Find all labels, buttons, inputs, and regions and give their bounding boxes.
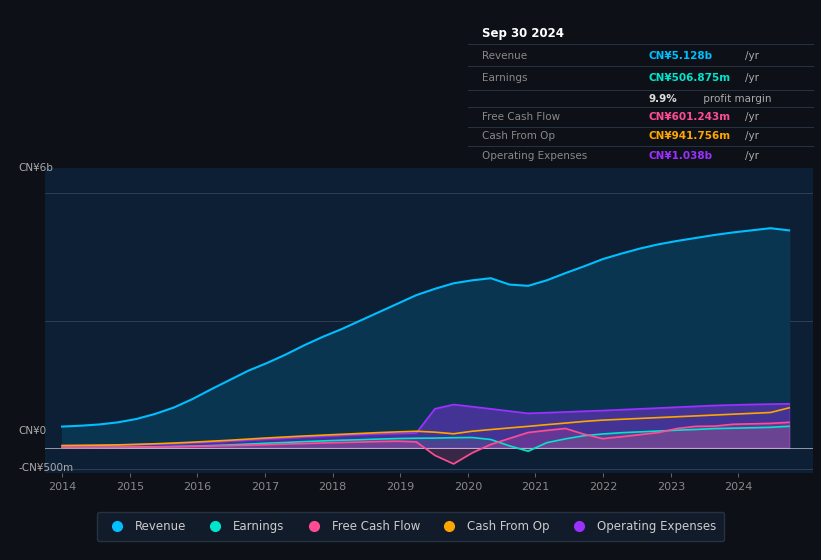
Text: CN¥1.038b: CN¥1.038b (648, 151, 713, 161)
Text: CN¥941.756m: CN¥941.756m (648, 132, 730, 142)
Text: Operating Expenses: Operating Expenses (482, 151, 587, 161)
Text: Free Cash Flow: Free Cash Flow (482, 112, 560, 122)
Legend: Revenue, Earnings, Free Cash Flow, Cash From Op, Operating Expenses: Revenue, Earnings, Free Cash Flow, Cash … (97, 512, 724, 541)
Text: profit margin: profit margin (700, 94, 772, 104)
Text: /yr: /yr (745, 151, 759, 161)
Text: CN¥0: CN¥0 (18, 426, 46, 436)
Text: CN¥6b: CN¥6b (18, 163, 53, 173)
Text: Sep 30 2024: Sep 30 2024 (482, 27, 564, 40)
Text: /yr: /yr (745, 52, 759, 61)
Text: Earnings: Earnings (482, 73, 527, 83)
Text: CN¥506.875m: CN¥506.875m (648, 73, 730, 83)
Text: -CN¥500m: -CN¥500m (18, 463, 73, 473)
Text: CN¥5.128b: CN¥5.128b (648, 52, 713, 61)
Text: Cash From Op: Cash From Op (482, 132, 555, 142)
Text: Revenue: Revenue (482, 52, 527, 61)
Text: /yr: /yr (745, 132, 759, 142)
Text: CN¥601.243m: CN¥601.243m (648, 112, 730, 122)
Text: 9.9%: 9.9% (648, 94, 677, 104)
Text: /yr: /yr (745, 73, 759, 83)
Text: /yr: /yr (745, 112, 759, 122)
